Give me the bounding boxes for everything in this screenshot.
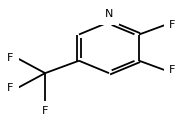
Text: F: F [169,20,176,30]
Text: F: F [169,65,176,75]
Text: F: F [7,83,13,93]
Text: N: N [105,9,113,19]
Text: F: F [7,53,13,63]
Text: F: F [42,106,48,116]
